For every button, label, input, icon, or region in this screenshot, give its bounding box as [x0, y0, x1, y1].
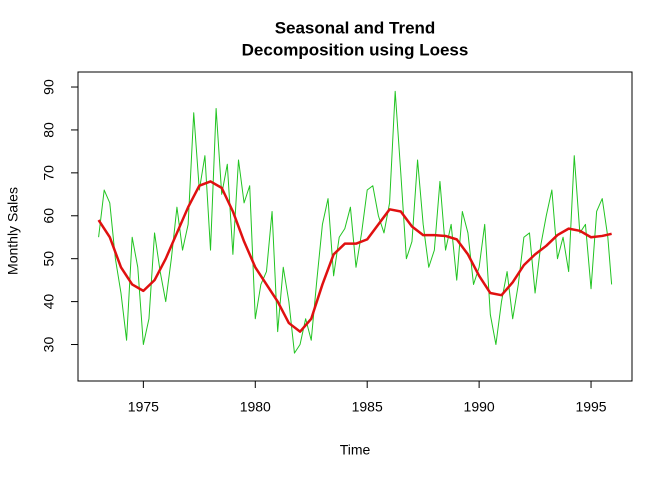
series-line	[97, 180, 612, 333]
y-tick-label: 70	[41, 165, 57, 181]
x-axis-label: Time	[340, 442, 371, 458]
y-tick-label: 30	[41, 337, 57, 353]
chart-title: Decomposition using Loess	[242, 40, 469, 59]
y-axis-label: Monthly Sales	[5, 187, 21, 275]
y-tick-label: 50	[41, 251, 57, 267]
x-tick-label: 1975	[128, 399, 159, 415]
chart-title: Seasonal and Trend	[275, 18, 436, 37]
y-tick-label: 60	[41, 208, 57, 224]
x-tick-label: 1990	[464, 399, 495, 415]
x-tick-label: 1980	[240, 399, 271, 415]
x-tick-label: 1985	[352, 399, 383, 415]
y-tick-label: 80	[41, 122, 57, 138]
y-tick-label: 40	[41, 294, 57, 310]
y-tick-label: 90	[41, 79, 57, 95]
series-line	[98, 90, 613, 354]
plot-box	[77, 71, 633, 382]
x-tick-label: 1995	[575, 399, 606, 415]
